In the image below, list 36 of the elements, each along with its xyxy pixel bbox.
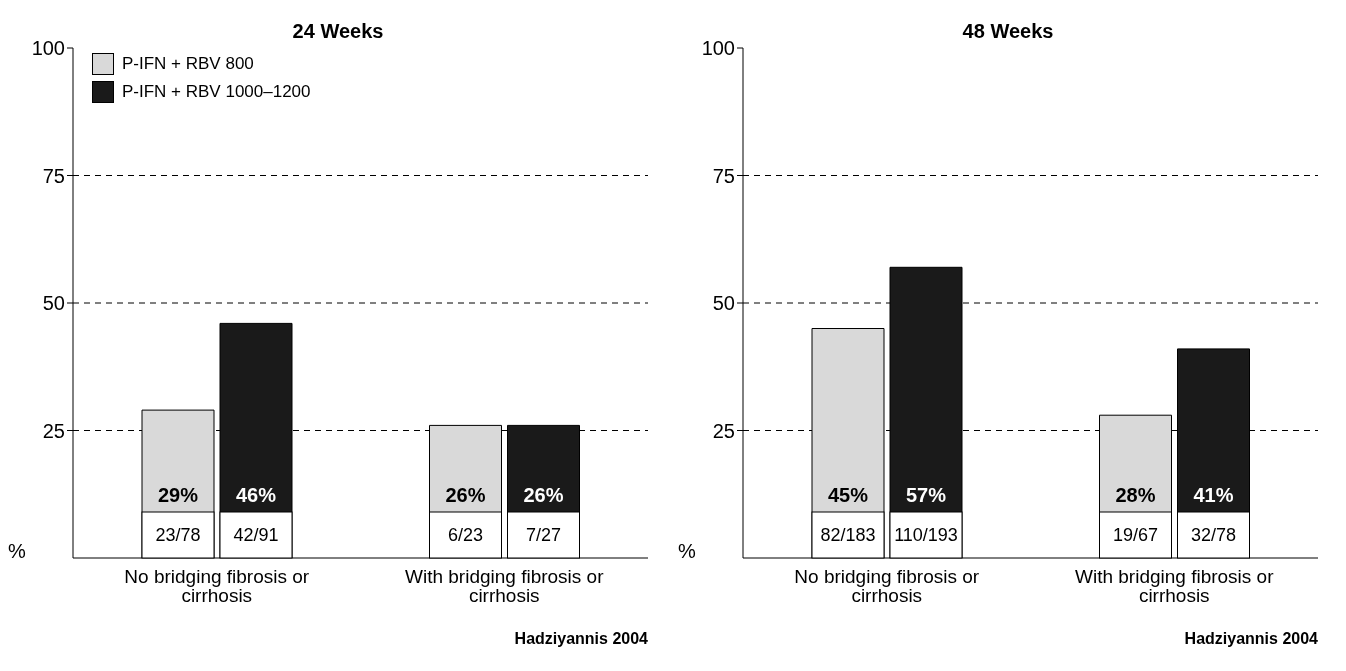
data-label: 57% xyxy=(905,484,947,506)
data-label: 46% xyxy=(235,484,277,506)
annotation: 82/183 xyxy=(820,525,876,545)
legend-label: P-IFN + RBV 800 xyxy=(122,54,254,74)
y-tick-label: 25 xyxy=(712,419,735,442)
x-tick-label: With bridging fibrosis or cirrhosis xyxy=(404,566,605,607)
x-tick-label: With bridging fibrosis or cirrhosis xyxy=(1074,566,1275,607)
y-tick-label: 100 xyxy=(31,37,65,60)
annotation: 23/78 xyxy=(155,525,201,545)
data-label: 26% xyxy=(523,484,564,506)
text: Hadziyannis 2004 xyxy=(514,630,649,647)
y-tick-label: 100 xyxy=(701,37,735,60)
annotation: 7/27 xyxy=(525,525,562,545)
y-tick-label: 75 xyxy=(42,164,65,187)
annotation: 19/67 xyxy=(1112,525,1159,545)
chart-title: 48 Weeks xyxy=(962,20,1054,42)
chart-title: 24 Weeks xyxy=(292,20,384,42)
data-label: 29% xyxy=(157,484,199,506)
x-tick-label: No bridging fibrosis or cirrhosis xyxy=(124,566,310,607)
y-tick-label: 50 xyxy=(42,292,65,315)
data-label: 28% xyxy=(1115,484,1156,506)
data-label: 26% xyxy=(445,484,486,506)
annotation: 32/78 xyxy=(1190,525,1237,545)
text: Hadziyannis 2004 xyxy=(1184,630,1319,647)
data-label: 45% xyxy=(827,484,869,506)
annotation: 42/91 xyxy=(233,525,279,545)
annotation: 6/23 xyxy=(447,525,484,545)
y-axis-title: % xyxy=(8,540,26,562)
y-tick-label: 75 xyxy=(712,164,735,187)
y-axis-title: % xyxy=(678,540,696,562)
y-tick-label: 25 xyxy=(42,419,65,442)
data-label: 41% xyxy=(1193,484,1234,506)
y-tick-label: 50 xyxy=(712,292,735,315)
legend-label: P-IFN + RBV 1000–1200 xyxy=(122,82,311,102)
x-tick-label: No bridging fibrosis or cirrhosis xyxy=(794,566,980,607)
annotation: 110/193 xyxy=(894,525,958,545)
